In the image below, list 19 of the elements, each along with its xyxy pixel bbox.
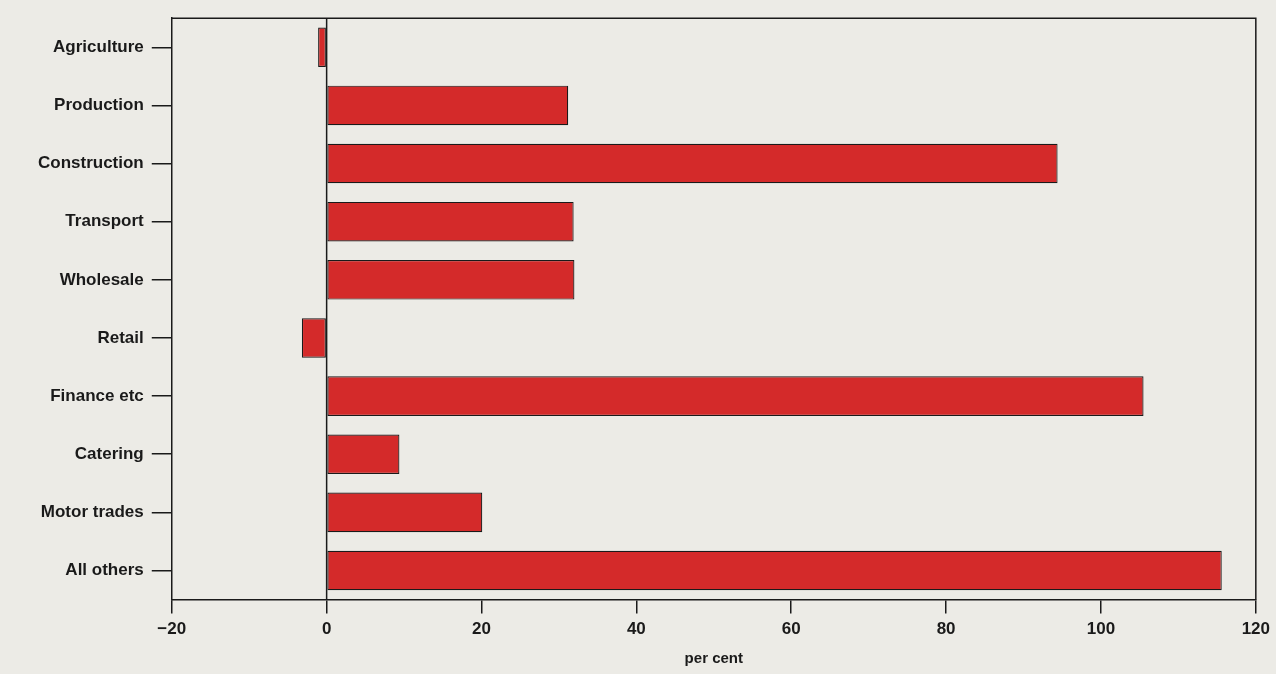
y-tick-label: Catering bbox=[74, 443, 144, 463]
y-tick-label: Finance etc bbox=[50, 385, 144, 405]
y-tick-label: All others bbox=[65, 560, 144, 580]
y-tick-label: Agriculture bbox=[53, 36, 144, 56]
x-axis-title: per cent bbox=[684, 649, 743, 667]
x-tick-label: 120 bbox=[1241, 619, 1271, 639]
y-tick-label: Production bbox=[54, 95, 144, 115]
x-tick-label: 0 bbox=[321, 619, 332, 639]
y-tick-label: Motor trades bbox=[40, 502, 144, 522]
y-tick-label: Transport bbox=[65, 211, 145, 231]
x-tick-label: 100 bbox=[1086, 619, 1116, 639]
y-tick-label: Retail bbox=[97, 327, 144, 347]
x-tick-label: 60 bbox=[781, 619, 801, 639]
x-tick-label: −20 bbox=[157, 619, 187, 639]
y-tick-label: Construction bbox=[37, 153, 144, 173]
x-tick-label: 80 bbox=[936, 619, 956, 639]
y-tick-label: Wholesale bbox=[59, 269, 144, 289]
x-tick-label: 40 bbox=[626, 619, 646, 639]
x-tick-label: 20 bbox=[472, 619, 491, 639]
